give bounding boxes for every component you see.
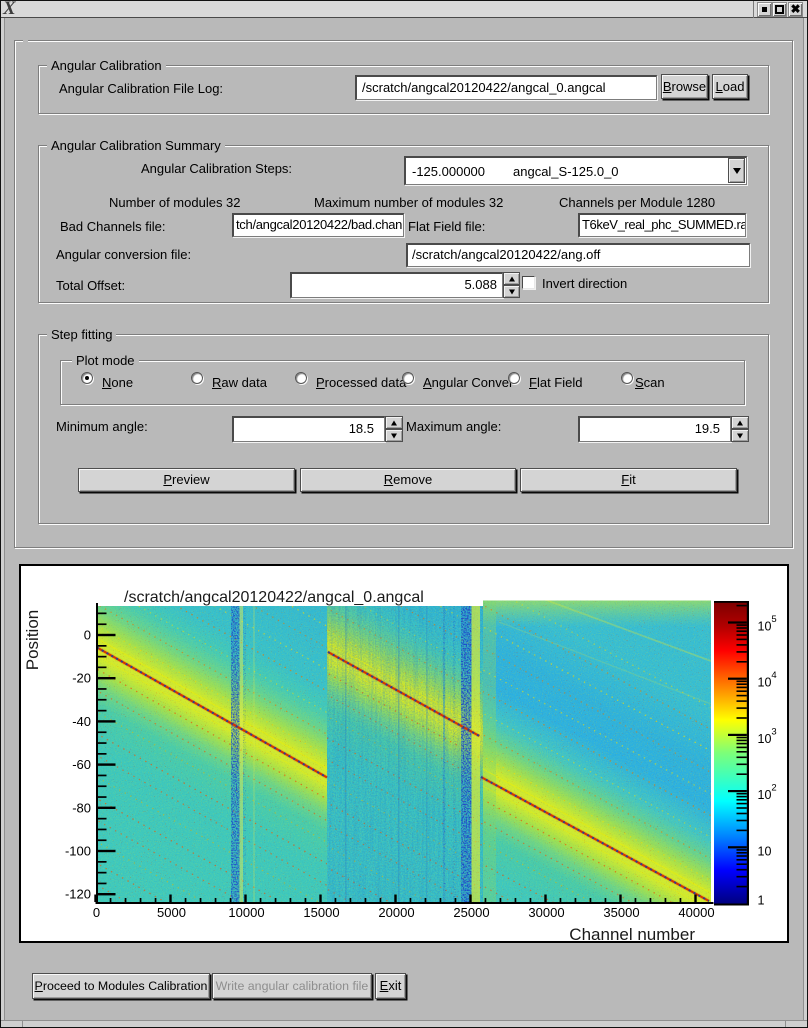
svg-text:-60: -60 [72,757,91,772]
svg-text:-120: -120 [65,887,91,902]
svg-text:Position: Position [23,610,42,670]
svg-text:20000: 20000 [378,905,414,920]
svg-text:-80: -80 [72,800,91,815]
svg-text:Channel number: Channel number [569,925,695,943]
svg-text:0: 0 [93,905,100,920]
svg-text:-20: -20 [72,671,91,686]
svg-text:0: 0 [84,628,91,643]
svg-text:25000: 25000 [453,905,489,920]
svg-text:1: 1 [758,894,765,908]
svg-text:30000: 30000 [528,905,564,920]
svg-text:/scratch/angcal20120422/angcal: /scratch/angcal20120422/angcal_0.angcal [124,589,424,606]
svg-text:15000: 15000 [303,905,339,920]
svg-text:10: 10 [758,844,772,858]
svg-text:-40: -40 [72,714,91,729]
svg-text:35000: 35000 [603,905,639,920]
svg-text:40000: 40000 [678,905,714,920]
svg-text:-100: -100 [65,844,91,859]
svg-text:10000: 10000 [228,905,264,920]
svg-text:5000: 5000 [157,905,186,920]
